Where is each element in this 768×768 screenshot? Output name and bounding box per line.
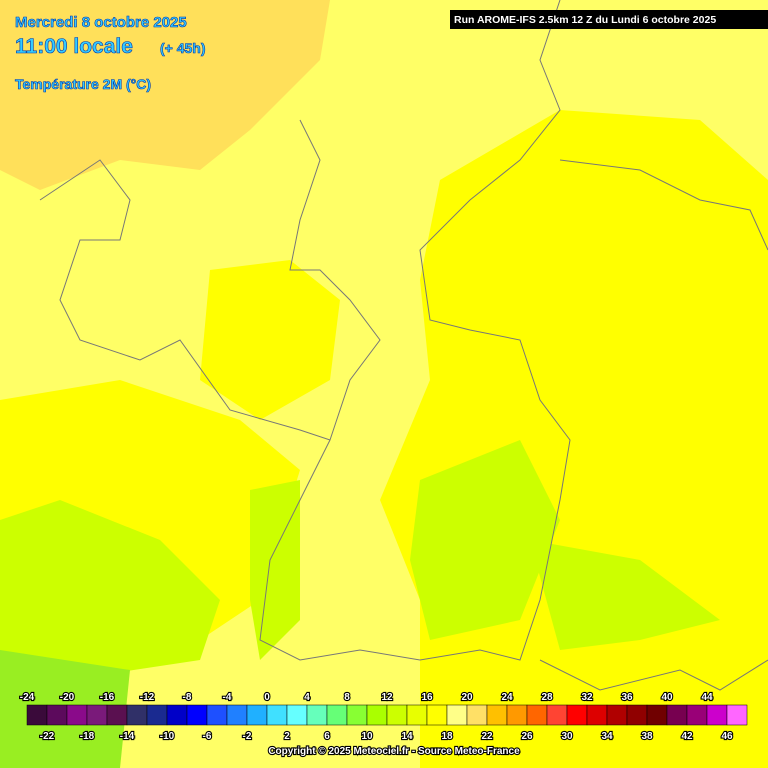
legend-swatch xyxy=(86,704,108,726)
legend-swatch xyxy=(46,704,68,726)
legend-swatch xyxy=(286,704,308,726)
date-label: Mercredi 8 octobre 2025 xyxy=(15,14,187,31)
legend-label: -8 xyxy=(183,692,192,703)
time-label: 11:00 locale xyxy=(15,35,133,58)
legend-label: -6 xyxy=(203,731,212,742)
legend-label: 32 xyxy=(581,692,593,703)
legend-swatch xyxy=(546,704,568,726)
warm-area xyxy=(0,0,330,190)
legend-swatch xyxy=(346,704,368,726)
legend-swatch xyxy=(686,704,708,726)
legend-label: 16 xyxy=(421,692,433,703)
legend-label: 20 xyxy=(461,692,473,703)
legend-label: 10 xyxy=(361,731,373,742)
legend-swatch xyxy=(486,704,508,726)
run-label: Run AROME-IFS 2.5km 12 Z du Lundi 6 octo… xyxy=(454,14,716,26)
legend-label: 0 xyxy=(264,692,270,703)
legend-label: 26 xyxy=(521,731,533,742)
legend-swatch xyxy=(106,704,128,726)
legend-label: -22 xyxy=(40,731,55,742)
legend-label: -16 xyxy=(100,692,115,703)
run-box xyxy=(450,10,768,29)
green-area xyxy=(530,540,720,650)
legend-label: -20 xyxy=(60,692,75,703)
legend-swatch xyxy=(266,704,288,726)
legend-swatch xyxy=(406,704,428,726)
legend-swatch xyxy=(666,704,688,726)
lead-label: (+ 45h) xyxy=(160,40,206,56)
legend-label: 42 xyxy=(681,731,693,742)
legend-label: 34 xyxy=(601,731,613,742)
legend-label: 46 xyxy=(721,731,733,742)
legend-swatch xyxy=(126,704,148,726)
green-area xyxy=(410,440,560,640)
legend-swatch xyxy=(426,704,448,726)
legend-swatch xyxy=(146,704,168,726)
parameter-label: Température 2M (°C) xyxy=(15,76,151,92)
green-area xyxy=(0,500,220,690)
legend-label: 4 xyxy=(304,692,310,703)
legend-swatch xyxy=(306,704,328,726)
legend-label: -12 xyxy=(140,692,155,703)
copyright: Copyright © 2025 Meteociel.fr - Source M… xyxy=(268,746,520,757)
legend-label: -2 xyxy=(243,731,252,742)
legend-swatch xyxy=(646,704,668,726)
legend-label: 18 xyxy=(441,731,453,742)
legend-label: 36 xyxy=(621,692,633,703)
legend-label: 8 xyxy=(344,692,350,703)
legend-swatch xyxy=(366,704,388,726)
legend-label: 44 xyxy=(701,692,713,703)
legend-label: -14 xyxy=(120,731,135,742)
border-lines xyxy=(39,0,768,691)
legend-swatch xyxy=(246,704,268,726)
legend-swatch xyxy=(526,704,548,726)
legend-label: 22 xyxy=(481,731,493,742)
legend-label: -18 xyxy=(80,731,95,742)
legend-swatch xyxy=(586,704,608,726)
legend-swatch xyxy=(186,704,208,726)
legend-swatch xyxy=(206,704,228,726)
legend-swatch xyxy=(726,704,748,726)
legend-swatch xyxy=(26,704,48,726)
legend-swatch xyxy=(66,704,88,726)
yellow-area xyxy=(380,110,768,768)
legend-label: 14 xyxy=(401,731,413,742)
legend-label: -24 xyxy=(20,692,35,703)
legend-swatch xyxy=(566,704,588,726)
legend-label: 30 xyxy=(561,731,573,742)
legend-label: -4 xyxy=(223,692,232,703)
legend-swatch xyxy=(166,704,188,726)
legend-label: 12 xyxy=(381,692,393,703)
legend-swatch xyxy=(506,704,528,726)
legend-label: -10 xyxy=(160,731,175,742)
legend-label: 6 xyxy=(324,731,330,742)
legend-swatch xyxy=(326,704,348,726)
legend-label: 40 xyxy=(661,692,673,703)
legend-swatch xyxy=(626,704,648,726)
legend-swatch xyxy=(226,704,248,726)
legend-label: 28 xyxy=(541,692,553,703)
legend-label: 38 xyxy=(641,731,653,742)
legend-swatch xyxy=(446,704,468,726)
legend-label: 24 xyxy=(501,692,513,703)
legend-label: 2 xyxy=(284,731,290,742)
legend-swatch xyxy=(466,704,488,726)
legend-swatch xyxy=(606,704,628,726)
legend-swatch xyxy=(706,704,728,726)
yellow-area xyxy=(200,260,340,420)
legend-swatch xyxy=(386,704,408,726)
